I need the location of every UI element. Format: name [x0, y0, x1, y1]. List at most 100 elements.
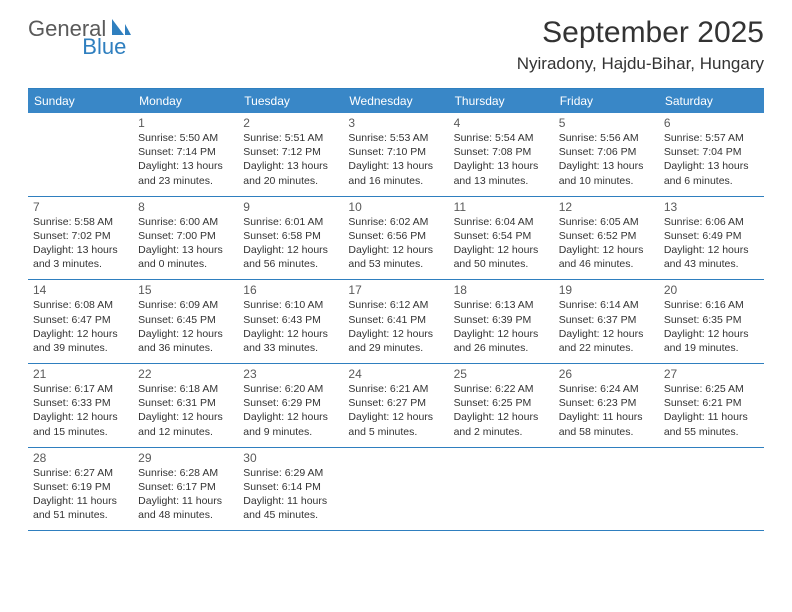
sunrise-text: Sunrise: 5:58 AM — [33, 215, 128, 229]
daylight-text: Daylight: 13 hours — [664, 159, 759, 173]
sunset-text: Sunset: 6:39 PM — [454, 313, 549, 327]
daylight-text: and 10 minutes. — [559, 174, 654, 188]
sunset-text: Sunset: 6:43 PM — [243, 313, 338, 327]
page-header: General Blue September 2025 Nyiradony, H… — [0, 0, 792, 82]
daylight-text: and 16 minutes. — [348, 174, 443, 188]
sunset-text: Sunset: 6:29 PM — [243, 396, 338, 410]
daylight-text: and 26 minutes. — [454, 341, 549, 355]
daylight-text: and 12 minutes. — [138, 425, 233, 439]
sunrise-text: Sunrise: 6:17 AM — [33, 382, 128, 396]
daylight-text: and 19 minutes. — [664, 341, 759, 355]
calendar: SundayMondayTuesdayWednesdayThursdayFrid… — [28, 88, 764, 531]
daylight-text: Daylight: 11 hours — [243, 494, 338, 508]
sunrise-text: Sunrise: 6:00 AM — [138, 215, 233, 229]
sunrise-text: Sunrise: 6:02 AM — [348, 215, 443, 229]
calendar-cell: 30Sunrise: 6:29 AMSunset: 6:14 PMDayligh… — [238, 448, 343, 531]
logo-text-blue: Blue — [82, 34, 126, 60]
calendar-cell: 23Sunrise: 6:20 AMSunset: 6:29 PMDayligh… — [238, 364, 343, 447]
day-number: 16 — [243, 283, 338, 297]
daylight-text: Daylight: 11 hours — [559, 410, 654, 424]
sunrise-text: Sunrise: 6:16 AM — [664, 298, 759, 312]
day-header-cell: Sunday — [28, 89, 133, 113]
daylight-text: and 36 minutes. — [138, 341, 233, 355]
daylight-text: and 43 minutes. — [664, 257, 759, 271]
sunrise-text: Sunrise: 6:21 AM — [348, 382, 443, 396]
daylight-text: Daylight: 13 hours — [243, 159, 338, 173]
calendar-week: 7Sunrise: 5:58 AMSunset: 7:02 PMDaylight… — [28, 197, 764, 281]
daylight-text: and 13 minutes. — [454, 174, 549, 188]
day-number: 6 — [664, 116, 759, 130]
sunrise-text: Sunrise: 6:27 AM — [33, 466, 128, 480]
calendar-cell: 5Sunrise: 5:56 AMSunset: 7:06 PMDaylight… — [554, 113, 659, 196]
daylight-text: and 29 minutes. — [348, 341, 443, 355]
logo: General Blue — [28, 16, 178, 42]
sunset-text: Sunset: 6:52 PM — [559, 229, 654, 243]
sunrise-text: Sunrise: 6:08 AM — [33, 298, 128, 312]
sunrise-text: Sunrise: 6:22 AM — [454, 382, 549, 396]
calendar-cell-empty — [449, 448, 554, 531]
sunset-text: Sunset: 6:58 PM — [243, 229, 338, 243]
daylight-text: and 9 minutes. — [243, 425, 338, 439]
daylight-text: and 48 minutes. — [138, 508, 233, 522]
day-number: 5 — [559, 116, 654, 130]
calendar-cell: 18Sunrise: 6:13 AMSunset: 6:39 PMDayligh… — [449, 280, 554, 363]
calendar-cell-empty — [659, 448, 764, 531]
day-number: 28 — [33, 451, 128, 465]
daylight-text: Daylight: 13 hours — [559, 159, 654, 173]
daylight-text: and 0 minutes. — [138, 257, 233, 271]
daylight-text: and 15 minutes. — [33, 425, 128, 439]
sunset-text: Sunset: 7:02 PM — [33, 229, 128, 243]
sunset-text: Sunset: 6:23 PM — [559, 396, 654, 410]
day-number: 23 — [243, 367, 338, 381]
calendar-week: 28Sunrise: 6:27 AMSunset: 6:19 PMDayligh… — [28, 448, 764, 532]
sunset-text: Sunset: 6:41 PM — [348, 313, 443, 327]
day-number: 10 — [348, 200, 443, 214]
daylight-text: Daylight: 11 hours — [138, 494, 233, 508]
sunset-text: Sunset: 6:37 PM — [559, 313, 654, 327]
day-number: 8 — [138, 200, 233, 214]
sunset-text: Sunset: 6:45 PM — [138, 313, 233, 327]
calendar-cell: 13Sunrise: 6:06 AMSunset: 6:49 PMDayligh… — [659, 197, 764, 280]
calendar-week: 21Sunrise: 6:17 AMSunset: 6:33 PMDayligh… — [28, 364, 764, 448]
day-header-cell: Wednesday — [343, 89, 448, 113]
daylight-text: and 5 minutes. — [348, 425, 443, 439]
sunrise-text: Sunrise: 6:01 AM — [243, 215, 338, 229]
daylight-text: Daylight: 12 hours — [33, 410, 128, 424]
sunset-text: Sunset: 6:25 PM — [454, 396, 549, 410]
daylight-text: and 51 minutes. — [33, 508, 128, 522]
sunset-text: Sunset: 6:33 PM — [33, 396, 128, 410]
daylight-text: Daylight: 12 hours — [138, 410, 233, 424]
daylight-text: Daylight: 12 hours — [454, 327, 549, 341]
daylight-text: and 6 minutes. — [664, 174, 759, 188]
sunrise-text: Sunrise: 6:05 AM — [559, 215, 654, 229]
sunset-text: Sunset: 7:12 PM — [243, 145, 338, 159]
day-number: 24 — [348, 367, 443, 381]
sunset-text: Sunset: 6:17 PM — [138, 480, 233, 494]
sunrise-text: Sunrise: 6:18 AM — [138, 382, 233, 396]
calendar-week: 1Sunrise: 5:50 AMSunset: 7:14 PMDaylight… — [28, 113, 764, 197]
day-number: 20 — [664, 283, 759, 297]
daylight-text: and 45 minutes. — [243, 508, 338, 522]
sunrise-text: Sunrise: 5:54 AM — [454, 131, 549, 145]
daylight-text: Daylight: 12 hours — [559, 243, 654, 257]
calendar-cell: 12Sunrise: 6:05 AMSunset: 6:52 PMDayligh… — [554, 197, 659, 280]
day-number: 4 — [454, 116, 549, 130]
day-number: 25 — [454, 367, 549, 381]
calendar-cell: 8Sunrise: 6:00 AMSunset: 7:00 PMDaylight… — [133, 197, 238, 280]
day-number: 27 — [664, 367, 759, 381]
daylight-text: Daylight: 11 hours — [33, 494, 128, 508]
sunrise-text: Sunrise: 6:09 AM — [138, 298, 233, 312]
day-number: 29 — [138, 451, 233, 465]
daylight-text: Daylight: 12 hours — [33, 327, 128, 341]
sunset-text: Sunset: 7:00 PM — [138, 229, 233, 243]
daylight-text: Daylight: 12 hours — [664, 327, 759, 341]
sunrise-text: Sunrise: 6:24 AM — [559, 382, 654, 396]
sunrise-text: Sunrise: 6:20 AM — [243, 382, 338, 396]
sunrise-text: Sunrise: 6:13 AM — [454, 298, 549, 312]
calendar-body: 1Sunrise: 5:50 AMSunset: 7:14 PMDaylight… — [28, 113, 764, 531]
calendar-cell: 10Sunrise: 6:02 AMSunset: 6:56 PMDayligh… — [343, 197, 448, 280]
daylight-text: Daylight: 13 hours — [348, 159, 443, 173]
sunset-text: Sunset: 6:54 PM — [454, 229, 549, 243]
calendar-day-header: SundayMondayTuesdayWednesdayThursdayFrid… — [28, 89, 764, 113]
daylight-text: and 50 minutes. — [454, 257, 549, 271]
